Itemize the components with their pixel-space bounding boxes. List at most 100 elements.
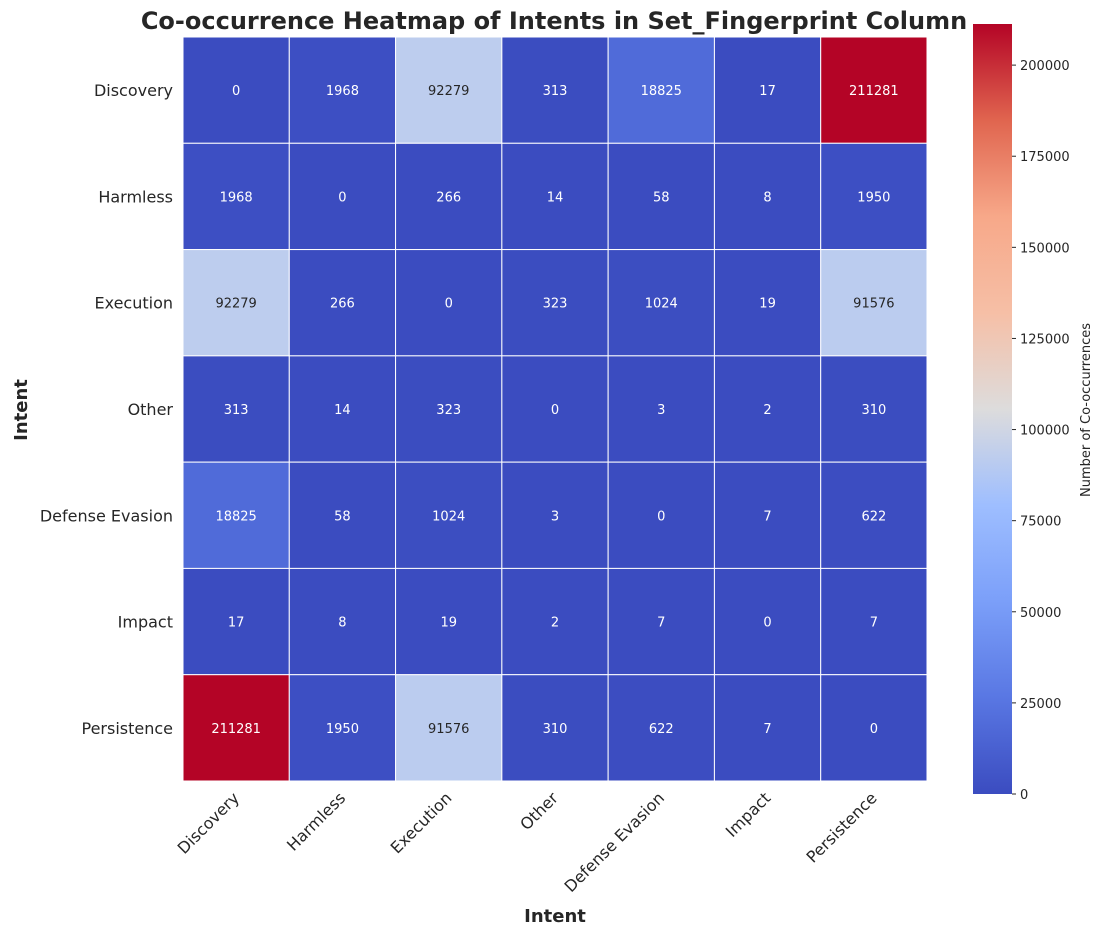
heatmap-cell [182, 567, 290, 676]
heatmap-cell-label: 17 [759, 84, 776, 99]
heatmap-cell-label: 7 [870, 616, 878, 631]
y-tick-label: Execution [94, 294, 173, 313]
heatmap-cell [395, 461, 503, 569]
colorbar-tick-label: 100000 [1020, 424, 1070, 439]
heatmap-cell [288, 355, 397, 463]
heatmap-cell-label: 92279 [215, 297, 256, 312]
heatmap-cell [182, 142, 290, 251]
heatmap-cell-label: 323 [436, 403, 461, 418]
heatmap-cell-label: 1024 [645, 297, 678, 312]
heatmap-cell [607, 567, 715, 676]
heatmap-cell-label: 0 [445, 297, 453, 312]
heatmap-cell-label: 211281 [211, 722, 261, 737]
colorbar-tick-label: 25000 [1020, 697, 1061, 712]
heatmap-cell-labels: 0 1968 92279 313 18825 17 211281 1968 0 266 14 58 8 1… [211, 84, 898, 737]
heatmap-cell-label: 0 [338, 190, 346, 205]
colorbar [973, 24, 1012, 794]
colorbar-tick-label: 75000 [1020, 515, 1061, 530]
heatmap-cell-label: 1968 [220, 190, 253, 205]
heatmap-cell-label: 0 [657, 509, 665, 524]
colorbar-tick-label: 150000 [1020, 241, 1070, 256]
heatmap-cell-label: 0 [232, 84, 240, 99]
x-tick-label: Execution [387, 788, 456, 857]
heatmap-cell [395, 249, 503, 357]
colorbar-tick-label: 125000 [1020, 332, 1070, 347]
y-tick-label: Harmless [98, 187, 173, 206]
heatmap-cell [607, 674, 715, 782]
heatmap-cell-label: 8 [763, 190, 771, 205]
x-axis-label: Intent [524, 906, 586, 927]
heatmap-cell [820, 674, 928, 782]
heatmap-cell-label: 310 [543, 722, 568, 737]
heatmap-cell [395, 36, 503, 144]
heatmap-cell-label: 0 [870, 722, 878, 737]
colorbar-tick-label: 0 [1020, 788, 1028, 803]
colorbar-tick-label: 50000 [1020, 606, 1061, 621]
heatmap-cell [713, 249, 822, 357]
heatmap-cell-label: 58 [653, 190, 670, 205]
heatmap-cell [182, 355, 290, 463]
heatmap-cell [395, 674, 503, 782]
heatmap-cell-label: 313 [543, 84, 568, 99]
heatmap-cell-label: 622 [649, 722, 674, 737]
heatmap-cell [713, 355, 822, 463]
heatmap-cell [395, 567, 503, 676]
heatmap-cell [288, 567, 397, 676]
heatmap-cell [713, 36, 822, 144]
x-tick-label: Persistence [803, 788, 881, 866]
colorbar-ticks: 0 25000 50000 75000 100000 125000 150000 175000… [1012, 59, 1070, 803]
heatmap-cell-label: 266 [436, 190, 461, 205]
heatmap-cell [395, 142, 503, 251]
heatmap-cell-label: 7 [657, 616, 665, 631]
heatmap-cell-label: 0 [763, 616, 771, 631]
y-tick-label: Discovery [94, 81, 173, 100]
heatmap-cell [820, 142, 928, 251]
y-tick-label: Persistence [81, 719, 173, 738]
heatmap-cell-label: 7 [763, 722, 771, 737]
heatmap-cell [182, 461, 290, 569]
heatmap-cell-label: 1968 [326, 84, 359, 99]
x-tick-label: Other [516, 788, 562, 834]
y-tick-labels: Discovery Harmless Execution Other Defense E… [40, 81, 174, 738]
heatmap-cell [713, 674, 822, 782]
heatmap-cell-label: 323 [543, 297, 568, 312]
x-tick-label: Harmless [283, 788, 349, 854]
heatmap-cell-label: 211281 [849, 84, 899, 99]
colorbar-label: Number of Co-occurrences [1079, 323, 1094, 497]
heatmap-cell [713, 142, 822, 251]
heatmap-cell [820, 567, 928, 676]
heatmap-cell [820, 355, 928, 463]
heatmap-cell-label: 310 [861, 403, 886, 418]
heatmap-cell [288, 36, 397, 144]
y-tick-label: Impact [118, 613, 173, 632]
y-axis-label: Intent [11, 379, 32, 441]
heatmap-cell-label: 7 [763, 509, 771, 524]
heatmap-cell-label: 2 [551, 616, 559, 631]
heatmap-cell [607, 142, 715, 251]
heatmap-cell-label: 92279 [428, 84, 469, 99]
heatmap-cell-label: 8 [338, 616, 346, 631]
heatmap-cell [501, 567, 609, 676]
heatmap-cell-label: 19 [759, 297, 776, 312]
heatmap-cell-label: 14 [547, 190, 564, 205]
heatmap-cell-label: 91576 [428, 722, 469, 737]
heatmap-cell-label: 1024 [432, 509, 465, 524]
heatmap-cell-label: 313 [224, 403, 249, 418]
colorbar-tick-label: 175000 [1020, 150, 1070, 165]
heatmap-cell-label: 2 [763, 403, 771, 418]
heatmap-cell-label: 58 [334, 509, 351, 524]
heatmap-cell-label: 91576 [853, 297, 894, 312]
heatmap-cell [288, 249, 397, 357]
heatmap-cell [607, 249, 715, 357]
x-tick-label: Discovery [174, 788, 243, 857]
heatmap-cell-label: 1950 [857, 190, 890, 205]
chart-title: Co-occurrence Heatmap of Intents in Set_… [141, 7, 967, 35]
heatmap-cell-label: 266 [330, 297, 355, 312]
heatmap-cell-label: 3 [551, 509, 559, 524]
heatmap-cells [182, 36, 928, 782]
heatmap-cell [501, 674, 609, 782]
heatmap-cell [501, 355, 609, 463]
heatmap-cell [182, 249, 290, 357]
